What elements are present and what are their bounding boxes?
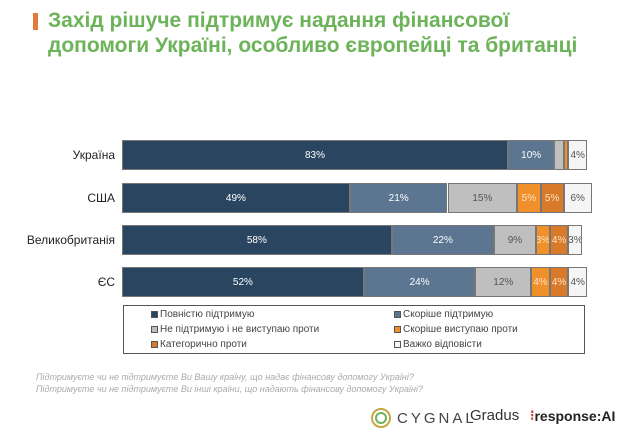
- legend-item: Скоріше підтримую: [394, 309, 493, 320]
- data-label: 24%: [409, 276, 430, 288]
- legend: Повністю підтримую Скоріше підтримую Не пі…: [123, 305, 585, 354]
- legend-swatch: [394, 326, 401, 333]
- data-label: 3%: [568, 234, 583, 246]
- bar-segment: 49%: [122, 183, 350, 213]
- legend-swatch: [151, 311, 158, 318]
- data-label: 58%: [246, 234, 267, 246]
- bar-segment: 6%: [563, 183, 592, 213]
- bar-segment: 52%: [122, 267, 364, 297]
- data-label: 4%: [551, 276, 567, 288]
- bar-segment: 3%: [535, 225, 550, 255]
- bar-segment: 24%: [363, 267, 476, 297]
- legend-item: Важко відповісти: [394, 339, 482, 350]
- data-label: 49%: [225, 192, 246, 204]
- legend-label: Важко відповісти: [403, 339, 482, 350]
- response-mark-icon: ⁝: [530, 407, 535, 423]
- category-label: США: [87, 191, 115, 205]
- data-label: 4%: [570, 276, 585, 288]
- data-label: 4%: [570, 149, 585, 161]
- title-line-2: допомоги Україні, особливо європейці та …: [48, 34, 578, 57]
- data-label: 15%: [472, 192, 493, 204]
- legend-item: Скоріше виступаю проти: [394, 324, 518, 335]
- bar-segment: 5%: [517, 183, 541, 213]
- bar-segment: 22%: [391, 225, 494, 255]
- data-label: 10%: [521, 149, 542, 161]
- bar-segment: 15%: [447, 183, 518, 213]
- title-line-1: Захід рішуче підтримує надання фінансово…: [48, 9, 510, 32]
- cygnal-emblem-icon: [371, 408, 391, 428]
- stacked-bar-chart: Україна 83% 10% 4% США 49% 21% 15% 5% 5% 6% Великоб…: [0, 130, 640, 305]
- bar-segment: 4%: [549, 267, 569, 297]
- data-label: 3%: [535, 234, 550, 246]
- legend-label: Повністю підтримую: [160, 309, 255, 320]
- legend-swatch: [151, 326, 158, 333]
- data-label: 4%: [551, 234, 567, 246]
- bar-segment: [554, 140, 564, 170]
- data-label: 5%: [521, 192, 537, 204]
- legend-label: Скоріше виступаю проти: [403, 324, 518, 335]
- bar-segment: 4%: [549, 225, 569, 255]
- gradus-logo: Gradus: [470, 407, 519, 424]
- category-label: Великобританія: [26, 233, 115, 247]
- cygnal-text: CYGNAL: [397, 409, 477, 427]
- category-label: Україна: [72, 148, 115, 162]
- legend-label: Скоріше підтримую: [403, 309, 494, 320]
- data-label: 83%: [304, 149, 325, 161]
- bar-segment: 9%: [494, 225, 536, 255]
- bar-segment: [563, 140, 569, 170]
- legend-swatch: [394, 341, 401, 348]
- data-label: 22%: [432, 234, 453, 246]
- bar-segment: 21%: [349, 183, 448, 213]
- bar-segment: 58%: [122, 225, 392, 255]
- cygnal-logo: CYGNAL: [370, 407, 477, 429]
- bar-segment: 4%: [568, 267, 587, 297]
- bar-segment: 4%: [568, 140, 587, 170]
- legend-item: Повністю підтримую: [151, 309, 254, 320]
- page-title: Захід рішуче підтримує надання фінансово…: [48, 8, 577, 58]
- question-note-2: Підтримуєте чи не підтримуєте Ви інші кр…: [36, 384, 423, 394]
- gradus-text: Gradus: [470, 407, 520, 424]
- bar-segment: 12%: [475, 267, 532, 297]
- response-text: response:AI: [534, 407, 616, 424]
- legend-label: Категорично проти: [160, 339, 247, 350]
- data-label: 4%: [533, 276, 548, 288]
- legend-swatch: [394, 311, 401, 318]
- question-note-1: Підтримуєте чи не підтримуєте Ви Вашу кр…: [36, 372, 414, 382]
- data-label: 5%: [544, 192, 560, 204]
- data-label: 9%: [507, 234, 523, 246]
- data-label: 6%: [570, 192, 585, 204]
- bar-segment: 5%: [540, 183, 564, 213]
- legend-label: Не підтримую і не виступаю проти: [160, 324, 320, 335]
- data-label: 52%: [232, 276, 253, 288]
- response-ai-logo: ⁝ response:AI: [530, 407, 615, 424]
- bar-segment: 10%: [507, 140, 555, 170]
- bar-segment: 83%: [122, 140, 508, 170]
- title-accent-bar: [33, 13, 38, 30]
- data-label: 21%: [388, 192, 409, 204]
- data-label: 12%: [493, 276, 514, 288]
- legend-swatch: [151, 341, 158, 348]
- legend-item: Не підтримую і не виступаю проти: [151, 324, 319, 335]
- legend-item: Категорично проти: [151, 339, 247, 350]
- bar-segment: 3%: [568, 225, 583, 255]
- category-label: ЄС: [97, 275, 115, 289]
- bar-segment: 4%: [531, 267, 550, 297]
